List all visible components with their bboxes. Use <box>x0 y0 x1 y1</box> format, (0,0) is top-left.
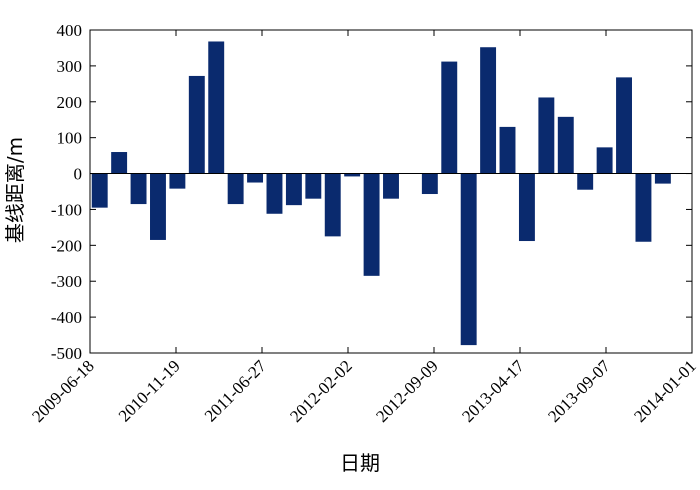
bar-14 <box>363 173 380 276</box>
y-tick-label: 200 <box>57 93 83 112</box>
x-axis-title: 日期 <box>340 451 380 475</box>
bar-10 <box>285 173 302 206</box>
bar-12 <box>324 173 341 237</box>
bar-24 <box>557 116 574 174</box>
bar-9 <box>266 173 283 214</box>
bar-11 <box>305 173 322 199</box>
y-tick-label: 400 <box>57 21 83 40</box>
bar-4 <box>169 173 186 189</box>
bar-29 <box>654 173 671 184</box>
bar-18 <box>441 61 458 174</box>
bar-19 <box>460 173 477 346</box>
bar-22 <box>518 173 535 242</box>
bar-8 <box>247 173 264 183</box>
x-tick-label: 2013-04-17 <box>458 356 528 426</box>
y-tick-label: 300 <box>57 57 83 76</box>
bar-15 <box>383 173 399 199</box>
y-tick-label: -200 <box>51 236 82 255</box>
y-tick-label: -400 <box>51 308 82 327</box>
y-axis-title: 基线距离/m <box>3 137 27 243</box>
bar-6 <box>208 41 225 174</box>
bar-27 <box>616 77 632 174</box>
y-tick-label: 100 <box>57 129 83 148</box>
bar-2 <box>130 173 147 205</box>
bar-7 <box>227 173 244 205</box>
y-tick-label: -300 <box>51 272 82 291</box>
bar-17 <box>421 173 438 195</box>
bar-23 <box>538 97 555 174</box>
bar-28 <box>635 173 652 242</box>
y-axis-ticks: 400 300 200 100 0 -100 -200 -300 -400 -500 <box>51 21 692 363</box>
bar-25 <box>577 173 594 190</box>
bar-3 <box>150 173 166 240</box>
x-tick-label: 2014-01-01 <box>630 356 700 426</box>
bar-1 <box>111 152 128 174</box>
x-tick-label: 2013-09-07 <box>544 356 614 426</box>
y-tick-label: -500 <box>51 344 82 363</box>
bar-0 <box>91 173 108 208</box>
bars-group <box>91 41 671 346</box>
y-tick-label: -100 <box>51 200 82 219</box>
x-tick-label: 2009-06-18 <box>28 356 98 426</box>
x-tick-label: 2010-11-19 <box>115 356 184 425</box>
y-tick-label: 0 <box>74 165 83 184</box>
x-tick-label: 2011-06-27 <box>201 356 270 425</box>
bar-5 <box>188 75 205 174</box>
x-tick-label: 2012-09-09 <box>372 356 442 426</box>
plot-frame <box>89 29 693 354</box>
bar-21 <box>499 126 516 174</box>
x-tick-label: 2012-02-02 <box>286 356 356 426</box>
bar-20 <box>480 47 497 174</box>
bar-13 <box>344 173 361 177</box>
bar-26 <box>596 147 613 174</box>
